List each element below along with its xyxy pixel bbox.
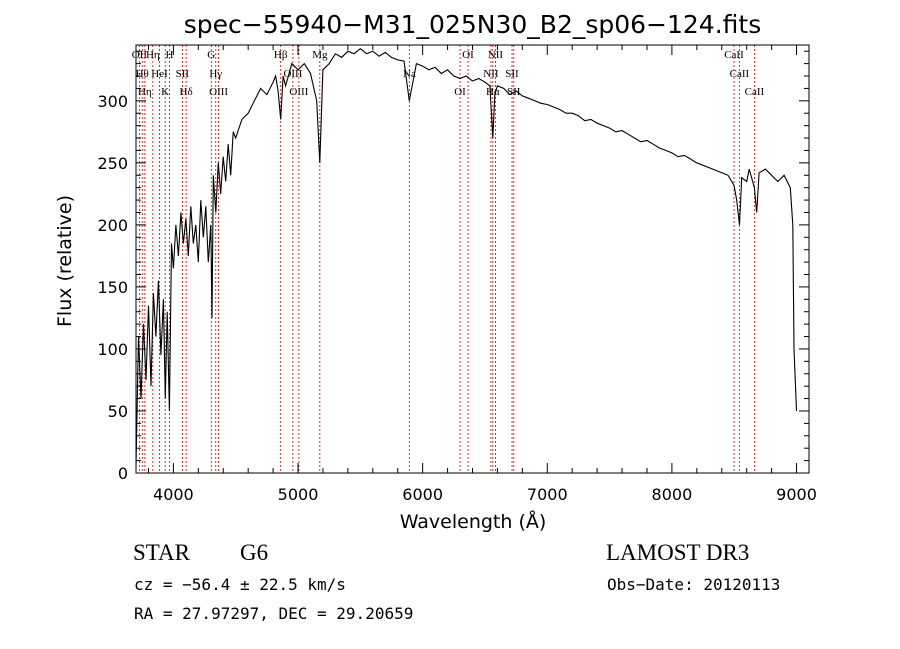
- y-tick-label: 250: [97, 154, 128, 173]
- x-tick-label: 6000: [402, 485, 443, 504]
- y-tick-label: 200: [97, 216, 128, 235]
- spectral-line-label: Mg: [312, 49, 328, 61]
- spectral-line-label: K: [161, 86, 169, 98]
- obs-date: Obs−Date: 20120113: [607, 575, 781, 594]
- spectral-line-label: Hδ: [180, 86, 193, 98]
- y-tick-label: 100: [97, 340, 128, 359]
- x-tick-label: 5000: [278, 485, 319, 504]
- spectral-line-label: CaII: [724, 49, 744, 61]
- spectral-line-markers: [138, 45, 755, 473]
- redshift-cz: cz = −56.4 ± 22.5 km/s: [134, 575, 346, 594]
- plot-frame: [135, 44, 810, 474]
- spectral-line-label: HeI: [151, 68, 168, 80]
- x-tick-label: 8000: [652, 485, 693, 504]
- y-tick-label: 50: [108, 402, 128, 421]
- y-tick-label: 300: [97, 92, 128, 111]
- spectral-line-label: G: [207, 49, 215, 61]
- survey-name: LAMOST DR3: [606, 540, 750, 565]
- x-axis-label: Wavelength (Å): [399, 511, 547, 533]
- axis-tick-labels: 4000 5000 6000 7000 8000 9000 0 50 100 150 200 250 3…: [97, 92, 816, 504]
- x-tick-label: 4000: [153, 485, 194, 504]
- spectral-line-label: NII: [488, 49, 504, 61]
- spectral-line-label: Hη: [138, 86, 152, 98]
- spectral-line-label: SII: [176, 68, 190, 80]
- spectral-line-label: Hβ: [274, 49, 288, 61]
- ra-dec: RA = 27.97297, DEC = 29.20659: [134, 604, 414, 623]
- spectral-line-label: Hα: [486, 86, 500, 98]
- spectral-line-label: Hθ: [136, 68, 149, 80]
- spectral-line-label: OIII: [283, 68, 302, 80]
- y-tick-label: 0: [118, 464, 128, 483]
- spectral-line-label: Hγ: [209, 68, 222, 80]
- axis-ticks: [136, 45, 809, 474]
- spectrum-series-line: [135, 47, 798, 467]
- spectral-line-label: CaII: [745, 86, 765, 98]
- spectral-line-label: OIII: [289, 86, 308, 98]
- spectral-line-label: NII: [483, 68, 499, 80]
- spectral-line-label: OI: [454, 86, 466, 98]
- spectral-line-label: OIII: [209, 86, 228, 98]
- object-class: STAR: [133, 540, 190, 565]
- spectral-line-label: SII: [505, 68, 519, 80]
- chart-title: spec−55940−M31_025N30_B2_sp06−124.fits: [183, 10, 762, 39]
- spectral-line-label: CaII: [730, 68, 750, 80]
- y-axis-label: Flux (relative): [54, 194, 76, 328]
- spectral-line-label: Hη: [146, 49, 160, 61]
- x-tick-label: 7000: [527, 485, 568, 504]
- spectral-line-label: H: [166, 49, 174, 61]
- x-tick-label: 9000: [776, 485, 817, 504]
- spectral-line-labels: OIIHθHηHηHeIKHSIIHδGHγOIIIHβOIIIOIIIMgNa…: [132, 49, 765, 98]
- object-subclass: G6: [240, 540, 269, 565]
- spectral-line-label: OI: [462, 49, 474, 61]
- y-tick-label: 150: [97, 278, 128, 297]
